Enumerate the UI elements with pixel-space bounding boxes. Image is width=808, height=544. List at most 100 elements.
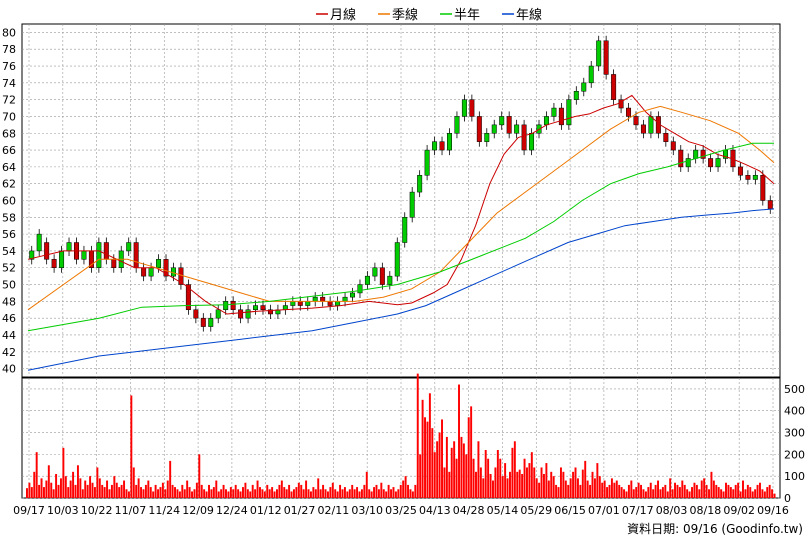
volume-bar [331, 482, 334, 498]
volume-bar [45, 480, 48, 498]
price-y-tick: 46 [2, 312, 16, 325]
price-y-tick: 68 [2, 127, 16, 140]
volume-bar [492, 480, 494, 498]
volume-bar [576, 478, 579, 498]
volume-bar [79, 478, 82, 498]
volume-bar [334, 489, 337, 498]
candle-body [626, 107, 632, 117]
price-y-tick: 40 [2, 363, 16, 376]
candle-body [342, 296, 348, 302]
candle-body [760, 175, 766, 201]
volume-bar [513, 441, 516, 498]
candle-body [499, 116, 505, 126]
volume-bar [212, 487, 215, 498]
volume-bar [300, 484, 303, 498]
volume-bar [450, 447, 453, 498]
volume-bar [394, 491, 397, 498]
volume-bar [542, 474, 545, 498]
volume-bar [84, 480, 87, 498]
volume-bar [715, 484, 718, 498]
volume-y-tick: 500 [784, 383, 805, 396]
volume-bar [81, 489, 84, 498]
volume-bar [285, 489, 288, 498]
volume-bar [414, 484, 417, 498]
volume-bar [462, 443, 465, 498]
volume-bar [712, 480, 715, 498]
volume-bar [686, 489, 689, 498]
volume-bar [91, 482, 94, 498]
x-tick-label: 12/09 [182, 504, 214, 517]
volume-y-tick: 400 [784, 405, 805, 418]
candle-body [223, 301, 229, 311]
volume-bar [637, 482, 640, 498]
candle-body [417, 175, 423, 193]
volume-bar [302, 489, 305, 498]
volume-bar [280, 480, 283, 498]
x-tick-label: 08/03 [656, 504, 688, 517]
volume-bar [249, 491, 252, 498]
volume-bar [144, 484, 147, 498]
volume-bar [222, 484, 225, 498]
volume-bar [322, 484, 325, 498]
volume-bar [205, 491, 208, 498]
candle-body [529, 133, 535, 151]
candle-body [29, 250, 35, 260]
candle-body [372, 267, 378, 277]
volume-bar [28, 482, 31, 498]
volume-bar [596, 463, 599, 498]
volume-bar [511, 447, 514, 498]
volume-bar [149, 487, 152, 498]
volume-bar [346, 491, 349, 498]
x-tick-label: 01/12 [250, 504, 282, 517]
price-y-tick: 60 [2, 195, 16, 208]
volume-bar [317, 478, 320, 498]
volume-bar [254, 489, 257, 498]
volume-bar [159, 487, 162, 498]
price-y-tick: 70 [2, 110, 16, 123]
volume-bar [671, 489, 674, 498]
candle-body [543, 116, 549, 126]
volume-bar [717, 487, 720, 498]
legend-label-2: 半年 [454, 8, 480, 23]
volume-bar [305, 480, 308, 498]
volume-bars [26, 373, 776, 498]
price-panel: 40 42 44 46 48 50 52 54 56 58 60 62 64 66 68 70 72 74 76 78… [2, 23, 781, 378]
volume-bar [380, 482, 383, 498]
candle-body [685, 158, 691, 168]
x-tick-label: 02/11 [318, 504, 350, 517]
ma-line-quarter [27, 105, 775, 311]
volume-bar [477, 441, 480, 498]
volume-bar [147, 480, 150, 498]
volume-bar [618, 484, 621, 498]
candle-body [327, 301, 333, 306]
volume-bar [98, 478, 101, 498]
candle-body [409, 191, 415, 218]
volume-bar [183, 489, 186, 498]
volume-bar [470, 406, 473, 498]
volume-bar [610, 478, 613, 498]
volume-bar [547, 480, 550, 498]
candle-body [51, 259, 57, 268]
x-tick-label: 09/17 [13, 504, 45, 517]
volume-bar [475, 471, 477, 498]
volume-panel: 0 100 200 300 400 500 [21, 373, 805, 505]
volume-bar [52, 489, 55, 498]
volume-bar [460, 436, 463, 498]
volume-bar [89, 476, 92, 498]
volume-bar [210, 489, 213, 498]
volume-bar [178, 491, 181, 498]
volume-bar [169, 460, 172, 498]
volume-bar [392, 487, 395, 498]
volume-bar [652, 489, 655, 498]
volume-bar [96, 467, 99, 498]
candle-body [335, 301, 341, 306]
volume-bar [674, 482, 676, 498]
volume-bar [38, 484, 41, 498]
volume-bar [42, 487, 45, 498]
volume-bar [749, 487, 752, 498]
candle-body [491, 124, 497, 134]
candle-body [603, 40, 609, 75]
volume-bar [259, 487, 261, 498]
candle-body [551, 107, 557, 117]
volume-bar [528, 463, 531, 498]
